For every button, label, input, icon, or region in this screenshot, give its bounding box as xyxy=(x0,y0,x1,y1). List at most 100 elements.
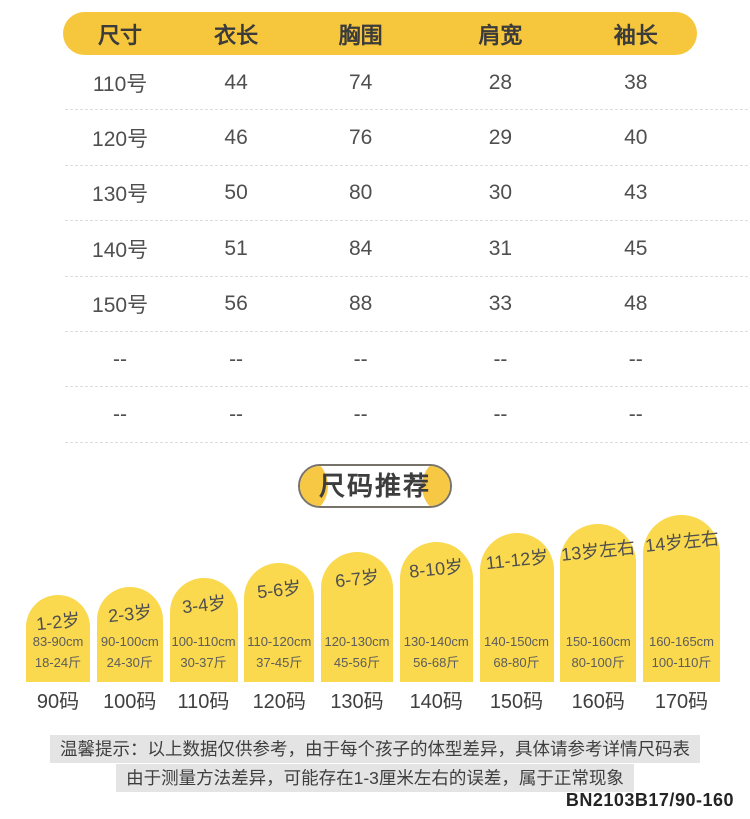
size-column: 3-4岁 100-110cm 30-37斤 110码 xyxy=(169,578,238,713)
table-cell: -- xyxy=(113,403,128,427)
note-line-1-wrap: 温馨提示：以上数据仅供参考，由于每个孩子的体型差异，具体请参考详情尺码表 xyxy=(0,735,750,763)
size-column: 11-12岁 140-150cm 68-80斤 150码 xyxy=(479,533,554,713)
age-label: 8-10岁 xyxy=(408,556,465,582)
size-code-label: 120码 xyxy=(252,691,306,713)
size-code-label: 170码 xyxy=(654,691,709,713)
note-line-2: 由于测量方法差异，可能存在1-3厘米左右的误差，属于正常现象 xyxy=(116,764,634,792)
height-range-label: 110-120cm xyxy=(247,634,312,649)
table-row: 140号 51 84 31 45 xyxy=(63,221,748,277)
row-divider xyxy=(65,164,748,166)
age-arch: 1-2岁 83-90cm 18-24斤 xyxy=(26,595,90,682)
size-column: 14岁左右 160-165cm 100-110斤 170码 xyxy=(643,515,720,713)
table-cell: 33 xyxy=(488,292,513,316)
recommend-title: 尺码推荐 xyxy=(318,471,431,501)
table-header-cell: 尺寸 xyxy=(98,22,143,48)
capsule-right-ornament-icon xyxy=(422,466,450,506)
capsule-left-ornament-icon xyxy=(300,466,328,506)
size-code-label: 90码 xyxy=(36,691,80,713)
row-divider xyxy=(65,330,748,332)
size-column: 1-2岁 83-90cm 18-24斤 90码 xyxy=(26,595,90,713)
table-cell: 76 xyxy=(348,126,373,150)
table-cell: -- xyxy=(493,403,508,427)
table-header-cell: 肩宽 xyxy=(478,22,523,48)
height-range-label: 90-100cm xyxy=(100,634,159,649)
table-cell: 51 xyxy=(224,236,248,260)
size-code-label: 130码 xyxy=(330,691,384,713)
table-cell: 30 xyxy=(488,181,513,205)
age-label: 3-4岁 xyxy=(180,592,227,618)
table-row: -- -- -- -- -- xyxy=(63,332,748,388)
size-column: 6-7岁 120-130cm 45-56斤 130码 xyxy=(321,552,393,713)
table-row: 130号 50 80 30 43 xyxy=(63,166,748,222)
weight-range-label: 68-80斤 xyxy=(493,655,540,670)
height-range-label: 100-110cm xyxy=(171,634,236,649)
size-code-label: 110码 xyxy=(177,691,230,713)
table-cell: 46 xyxy=(224,126,248,150)
table-header-cell: 袖长 xyxy=(613,22,658,48)
weight-range-label: 24-30斤 xyxy=(106,655,153,670)
table-header-cell: 衣长 xyxy=(214,22,259,48)
table-cell: 120号 xyxy=(92,128,149,152)
weight-range-label: 37-45斤 xyxy=(256,655,303,670)
weight-range-label: 56-68斤 xyxy=(413,655,460,670)
age-arch: 8-10岁 130-140cm 56-68斤 xyxy=(399,542,473,682)
table-cell: -- xyxy=(628,347,643,371)
table-cell: 28 xyxy=(488,70,513,94)
height-range-label: 140-150cm xyxy=(483,634,550,649)
size-column: 2-3岁 90-100cm 24-30斤 100码 xyxy=(96,587,163,713)
table-cell: -- xyxy=(493,347,508,371)
table-cell: 84 xyxy=(348,236,373,260)
table-body: 110号 44 74 28 38 120号 46 76 29 40 130号 50 80 30 43 140号… xyxy=(63,55,748,443)
size-column: 13岁左右 150-160cm 80-100斤 160码 xyxy=(560,524,637,713)
table-cell: 74 xyxy=(348,70,373,94)
age-arch: 14岁左右 160-165cm 100-110斤 xyxy=(643,515,720,682)
recommend-title-capsule: 尺码推荐 xyxy=(298,464,452,508)
table-cell: 44 xyxy=(224,70,248,94)
table-cell: 48 xyxy=(624,292,648,316)
table-cell: 43 xyxy=(624,181,648,205)
age-arch: 13岁左右 150-160cm 80-100斤 xyxy=(560,524,637,682)
age-label: 1-2岁 xyxy=(35,609,82,635)
weight-range-label: 30-37斤 xyxy=(180,655,227,670)
size-column: 8-10岁 130-140cm 56-68斤 140码 xyxy=(399,542,473,713)
table-cell: 56 xyxy=(224,292,248,316)
weight-range-label: 100-110斤 xyxy=(651,655,712,670)
row-divider xyxy=(65,441,748,443)
weight-range-label: 80-100斤 xyxy=(571,655,625,670)
age-arch: 2-3岁 90-100cm 24-30斤 xyxy=(96,587,163,682)
age-label: 6-7岁 xyxy=(334,566,381,592)
table-cell: 31 xyxy=(488,236,513,260)
table-cell: 130号 xyxy=(92,183,149,207)
table-cell: -- xyxy=(353,347,368,371)
table-cell: 88 xyxy=(348,292,373,316)
size-code-label: 160码 xyxy=(571,691,625,713)
height-range-label: 160-165cm xyxy=(648,634,715,649)
age-label: 5-6岁 xyxy=(256,577,303,603)
model-number: BN2103B17/90-160 xyxy=(565,790,734,810)
table-cell: 50 xyxy=(224,181,248,205)
table-cell: 45 xyxy=(624,236,648,260)
table-cell: 38 xyxy=(624,70,648,94)
height-range-label: 120-130cm xyxy=(324,634,390,649)
height-range-label: 83-90cm xyxy=(32,634,84,649)
table-cell: -- xyxy=(229,403,244,427)
table-row: 120号 46 76 29 40 xyxy=(63,110,748,166)
table-row: 150号 56 88 33 48 xyxy=(63,277,748,332)
table-cell: -- xyxy=(628,403,643,427)
table-header-cell: 胸围 xyxy=(338,22,383,48)
age-arch: 3-4岁 100-110cm 30-37斤 xyxy=(169,578,238,682)
row-divider xyxy=(65,386,748,388)
note-line-1: 温馨提示：以上数据仅供参考，由于每个孩子的体型差异，具体请参考详情尺码表 xyxy=(50,735,700,763)
row-divider xyxy=(65,109,748,111)
size-column: 5-6岁 110-120cm 37-45斤 120码 xyxy=(244,563,315,713)
age-arch: 5-6岁 110-120cm 37-45斤 xyxy=(244,563,315,682)
note-line-2-wrap: 由于测量方法差异，可能存在1-3厘米左右的误差，属于正常现象 xyxy=(0,764,750,792)
table-row: 110号 44 74 28 38 xyxy=(63,55,748,111)
size-code-label: 140码 xyxy=(409,691,463,713)
age-label: 13岁左右 xyxy=(560,537,637,565)
table-cell: 140号 xyxy=(92,238,149,262)
height-range-label: 130-140cm xyxy=(403,634,469,649)
age-label: 2-3岁 xyxy=(106,601,153,627)
weight-range-label: 18-24斤 xyxy=(34,655,82,670)
